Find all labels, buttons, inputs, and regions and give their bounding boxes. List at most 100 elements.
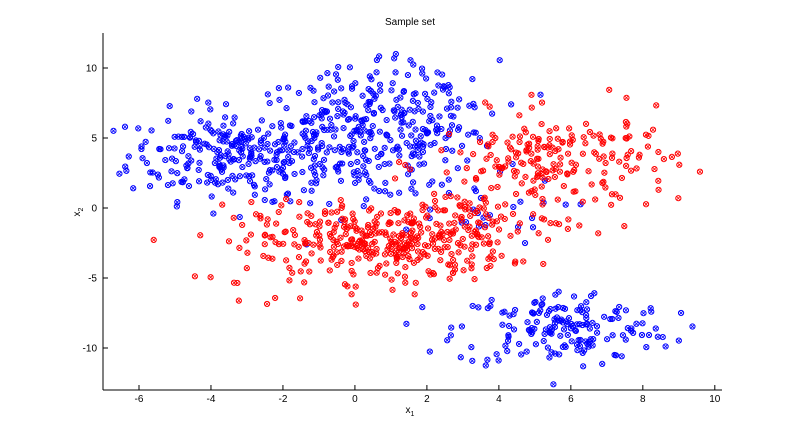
data-point [291,170,298,178]
data-point [321,166,328,173]
data-point [473,176,480,183]
data-point [409,118,416,125]
data-point [538,215,545,222]
data-point [487,262,494,270]
data-point [525,326,533,334]
data-point [469,76,476,83]
data-point [278,202,285,209]
data-point [231,114,238,121]
data-point [403,320,410,327]
data-point [511,260,519,267]
data-point [225,151,232,158]
data-point [207,274,214,281]
data-point [609,135,616,142]
data-point [405,252,412,260]
data-point [675,337,682,344]
data-point [389,147,397,154]
data-point [337,234,344,241]
data-point [539,174,546,181]
data-point [308,137,315,145]
data-point [471,209,478,217]
data-point [243,172,250,179]
data-point [424,225,432,232]
data-point [269,123,276,130]
data-point [505,322,513,330]
data-point [373,269,380,276]
data-point [257,215,264,222]
data-point [230,214,237,221]
data-point [149,169,156,176]
data-point [437,257,444,264]
data-point [383,132,391,139]
data-point [458,142,466,149]
data-point [516,220,523,227]
data-point [535,230,542,237]
data-point [628,148,635,155]
data-point [201,140,208,147]
data-point [435,245,442,252]
data-point [345,242,352,249]
data-point [428,99,435,106]
points-layer [110,50,704,388]
data-point [359,92,366,99]
data-point [399,253,406,261]
data-point [319,142,326,150]
data-point [359,230,366,237]
data-point [418,65,426,72]
data-point [481,224,489,231]
data-point [435,232,442,240]
data-point [317,257,324,264]
data-point [303,113,310,120]
data-point [208,193,215,200]
x-tick-label: 8 [640,394,646,405]
data-point [623,94,630,101]
data-point [326,267,333,274]
data-point [431,89,438,96]
y-axis-label-base: x [72,211,83,216]
data-point [431,190,438,197]
data-point [676,161,683,168]
data-point [316,241,323,248]
data-point [502,163,509,170]
data-point [279,147,286,154]
data-point [371,145,378,152]
data-point [392,50,399,58]
data-point [345,115,353,123]
data-point [359,245,366,253]
data-point [555,288,562,295]
data-point [410,259,418,266]
data-point [306,117,313,125]
data-point [568,132,575,139]
data-point [470,151,477,158]
data-point [340,146,347,153]
data-point [618,174,626,182]
data-point [401,273,409,280]
data-point [373,220,380,227]
data-point [409,227,416,234]
data-point [396,152,403,159]
data-point [455,249,462,256]
data-point [395,220,402,227]
data-point [461,178,468,185]
data-point [311,168,318,175]
data-point [277,119,284,127]
data-point [520,258,527,265]
data-point [485,143,492,150]
data-point [517,198,524,205]
data-point [553,125,560,132]
data-point [376,128,383,135]
data-point [310,156,317,163]
data-point [347,160,354,168]
data-point [560,326,568,333]
data-point [531,299,538,306]
data-point [185,182,193,190]
data-point [331,224,338,231]
data-point [419,248,426,256]
data-point [564,331,571,339]
data-point [585,343,592,350]
data-point [168,168,175,175]
data-point [538,120,545,128]
data-point [498,252,505,259]
data-point [525,140,533,147]
